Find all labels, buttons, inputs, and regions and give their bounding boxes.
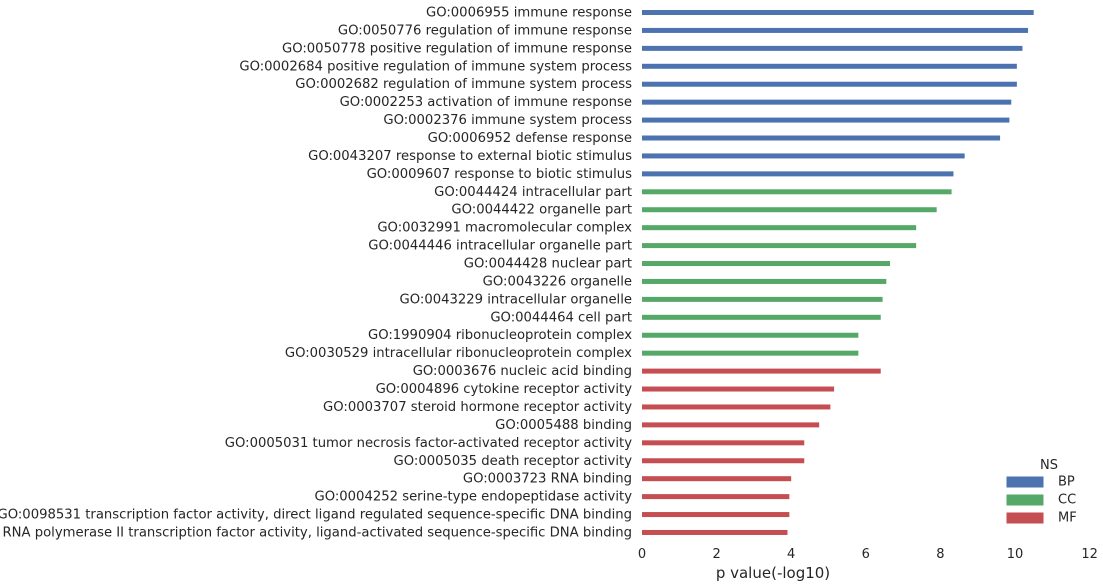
- bar: [642, 296, 883, 302]
- category-label: GO:0004252 serine-type endopeptidase act…: [314, 490, 632, 505]
- category-label: GO:0002682 regulation of immune system p…: [295, 77, 632, 92]
- bar: [642, 404, 831, 410]
- category-label: GO:0044464 cell part: [490, 310, 632, 325]
- category-label: GO:0003707 steroid hormone receptor acti…: [323, 400, 632, 415]
- category-label: GO:0044428 nuclear part: [464, 257, 632, 272]
- bar: [642, 63, 1017, 69]
- bar: [642, 45, 1023, 51]
- category-label: GO:0005031 tumor necrosis factor-activat…: [225, 436, 632, 451]
- bar: [642, 207, 937, 213]
- bar: [642, 27, 1029, 33]
- x-tick-label: 10: [1007, 547, 1024, 562]
- bar: [642, 243, 917, 249]
- category-label: GO:0005488 binding: [495, 418, 632, 433]
- bar: [642, 422, 820, 428]
- category-label: GO:0043226 organelle: [483, 274, 632, 289]
- category-label: GO:0004896 cytokine receptor activity: [376, 382, 633, 397]
- legend-items: BP CC MF: [1006, 475, 1077, 526]
- legend-label: MF: [1058, 511, 1077, 526]
- category-labels: GO:0006955 immune response GO:0050776 reg…: [0, 6, 632, 541]
- category-label: GO:0002376 immune system process: [383, 113, 632, 128]
- category-label: GO:0050776 regulation of immune response: [338, 23, 632, 38]
- category-label: GO:0098531 transcription factor activity…: [0, 508, 632, 523]
- x-axis: 0 2 4 6 8 10 12 p value(-log10): [638, 547, 1098, 582]
- x-tick-label: 4: [787, 547, 795, 562]
- bar: [642, 171, 954, 177]
- legend-label: BP: [1058, 475, 1075, 490]
- category-label: GO:0006955 immune response: [426, 6, 632, 21]
- category-label: GO:0032991 macromolecular complex: [377, 221, 632, 236]
- category-label: GO:0030529 intracellular ribonucleoprote…: [285, 346, 632, 361]
- bar: [642, 386, 835, 392]
- x-tick-label: 2: [712, 547, 720, 562]
- bar: [642, 99, 1012, 105]
- bar: [642, 494, 790, 500]
- category-label: GO:0006952 defense response: [428, 131, 632, 146]
- category-label: GO:0043229 intracellular organelle: [400, 292, 632, 307]
- bar: [642, 153, 965, 159]
- category-label: GO:0003723 RNA binding: [463, 472, 632, 487]
- bar: [642, 476, 792, 482]
- category-label: GO:0044446 intracellular organelle part: [368, 239, 632, 254]
- bar: [642, 81, 1017, 87]
- bar: [642, 458, 805, 464]
- category-label: GO:0002253 activation of immune response: [340, 95, 632, 110]
- legend-swatch: [1006, 512, 1044, 524]
- x-tick-label: 0: [638, 547, 646, 562]
- x-tick-labels: 0 2 4 6 8 10 12: [638, 547, 1098, 562]
- x-tick-label: 12: [1081, 547, 1098, 562]
- bar: [642, 278, 887, 284]
- category-label: GO:0003676 nucleic acid binding: [413, 364, 632, 379]
- bar: [642, 261, 891, 267]
- legend-title: NS: [1040, 458, 1058, 473]
- bar: [642, 529, 788, 535]
- bars-layer: [642, 10, 1034, 535]
- category-label: GO:0050778 positive regulation of immune…: [282, 41, 632, 56]
- x-tick-label: 6: [862, 547, 870, 562]
- legend: NS BP CC MF: [1006, 458, 1077, 526]
- bar: [642, 368, 881, 374]
- category-label: GO:0044424 intracellular part: [434, 185, 632, 200]
- bar: [642, 440, 805, 446]
- bar: [642, 314, 881, 320]
- category-label: GO:0002684 positive regulation of immune…: [239, 59, 632, 74]
- category-label: GO:0005035 death receptor activity: [394, 454, 633, 469]
- legend-label: CC: [1058, 493, 1076, 508]
- bar: [642, 512, 790, 518]
- bar: [642, 332, 859, 338]
- bar: [642, 117, 1010, 123]
- bar: [642, 10, 1034, 15]
- bar: [642, 225, 917, 231]
- bar: [642, 189, 952, 195]
- category-label: GO:1990904 ribonucleoprotein complex: [368, 328, 632, 343]
- legend-swatch: [1006, 476, 1044, 488]
- legend-swatch: [1006, 494, 1044, 506]
- x-axis-label: p value(-log10): [716, 564, 830, 582]
- x-tick-label: 8: [936, 547, 944, 562]
- category-label: GO:0009607 response to biotic stimulus: [367, 167, 633, 182]
- category-label: GO:0043207 response to external biotic s…: [308, 149, 632, 164]
- category-label: GO:0004879 RNA polymerase II transcripti…: [0, 525, 632, 540]
- bar: [642, 135, 1001, 141]
- category-label: GO:0044422 organelle part: [451, 203, 632, 218]
- bar: [642, 350, 859, 356]
